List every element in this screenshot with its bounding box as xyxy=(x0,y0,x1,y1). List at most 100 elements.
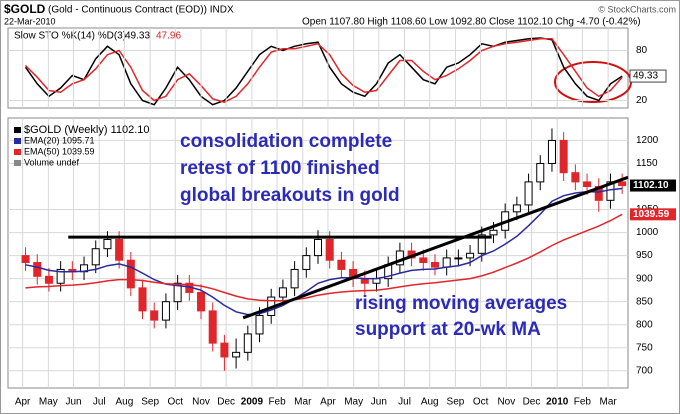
candle-body xyxy=(232,351,241,358)
x-tick-label: Dec xyxy=(523,397,541,408)
candle-body xyxy=(173,282,182,303)
annotation: consolidation complete xyxy=(180,131,392,152)
stoch-d-value: 47.96 xyxy=(156,31,181,42)
legend-swatch xyxy=(14,160,21,166)
x-tick-label: Mar xyxy=(599,397,617,408)
x-tick-label: Nov xyxy=(192,397,210,408)
candle-body xyxy=(255,315,264,335)
y-tick-label: 80 xyxy=(636,45,648,56)
candle-body xyxy=(290,268,299,289)
candle-body xyxy=(220,342,229,358)
legend-swatch xyxy=(14,149,21,155)
x-tick-label: Apr xyxy=(320,397,336,408)
last-value-tag xyxy=(630,179,676,192)
price-panel xyxy=(7,117,629,389)
credit: © StockCharts.com xyxy=(598,4,676,14)
legend-label: EMA(20) 1095.71 xyxy=(24,135,95,145)
y-tick-label: 700 xyxy=(636,365,653,376)
x-tick-label: Oct xyxy=(473,397,489,408)
x-tick-label: Apr xyxy=(15,397,31,408)
candle-body xyxy=(138,287,147,312)
candle-body xyxy=(466,252,475,259)
candle-body xyxy=(477,234,486,254)
candle-body xyxy=(536,162,545,183)
x-tick-label: Mar xyxy=(294,397,312,408)
quote: Open 1107.80 High 1108.60 Low 1092.80 Cl… xyxy=(302,17,641,28)
candle-body xyxy=(33,262,42,277)
x-tick-label: 2010 xyxy=(546,397,569,408)
candle-body xyxy=(583,181,592,187)
x-tick-label: Feb xyxy=(574,397,592,408)
symbol: $GOLD xyxy=(4,2,46,16)
stoch-k-value: 49.33 xyxy=(125,31,150,42)
y-tick-label: 900 xyxy=(636,273,653,284)
candle-body xyxy=(325,238,334,261)
legend-swatch xyxy=(14,138,21,144)
x-tick-label: Jul xyxy=(398,397,411,408)
candle-body xyxy=(313,238,323,257)
date: 22-Mar-2010 xyxy=(4,16,56,26)
candle-body xyxy=(21,255,30,264)
description: (Gold - Continuous Contract (EOD)) INDX xyxy=(48,5,234,16)
stoch-panel xyxy=(7,27,629,109)
stoch-title: Slow STO %K(14) %D(3) xyxy=(14,31,126,42)
candle-body xyxy=(150,310,159,321)
last-value-tag xyxy=(629,69,667,83)
candle-body xyxy=(91,248,100,266)
candle-body xyxy=(243,333,252,353)
y-tick-label: 850 xyxy=(636,296,653,307)
x-tick-label: Jun xyxy=(371,397,387,408)
y-tick-label: 950 xyxy=(636,250,653,261)
x-tick-label: Feb xyxy=(268,397,286,408)
last-value-label: 1102.10 xyxy=(633,180,669,191)
x-tick-label: May xyxy=(39,397,58,408)
candle-body xyxy=(571,172,580,183)
y-tick-label: 750 xyxy=(636,342,653,353)
candle-body xyxy=(56,268,65,284)
legend-label: $GOLD (Weekly) 1102.10 xyxy=(24,124,150,136)
y-tick-label: 1150 xyxy=(636,158,658,169)
candle-body xyxy=(419,257,428,264)
series-line xyxy=(24,38,623,104)
legend-label: EMA(50) 1039.59 xyxy=(24,146,95,156)
drawn-line xyxy=(242,175,629,320)
candle-body xyxy=(278,287,287,298)
y-tick-label: 20 xyxy=(636,95,648,106)
x-tick-label: Dec xyxy=(217,397,235,408)
last-value-label: 1039.59 xyxy=(633,209,670,220)
candle-body xyxy=(430,262,439,268)
series-line xyxy=(25,187,623,316)
annotation: rising moving averages xyxy=(355,293,567,314)
x-tick-label: Jul xyxy=(93,397,106,408)
legend-label: Volume undef xyxy=(24,157,80,167)
candle-body xyxy=(512,204,521,213)
series-line xyxy=(25,213,623,302)
x-tick-label: Aug xyxy=(421,397,439,408)
candle-body xyxy=(208,310,217,344)
annotation: support at 20-wk MA xyxy=(355,319,541,340)
y-tick-label: 1200 xyxy=(636,135,659,146)
x-tick-label: 2009 xyxy=(241,397,264,408)
candle-body xyxy=(302,255,311,270)
x-tick-label: Jun xyxy=(65,397,81,408)
series-line xyxy=(24,37,623,106)
candle-body xyxy=(524,181,533,206)
candle-body xyxy=(547,139,556,164)
candle-body xyxy=(44,275,53,284)
x-tick-label: Nov xyxy=(497,397,515,408)
candle-body xyxy=(103,238,112,250)
last-value-label: 49.33 xyxy=(633,71,658,82)
y-tick-label: 800 xyxy=(636,319,653,330)
candle-body xyxy=(618,181,627,187)
annotation: retest of 1100 finished xyxy=(180,158,380,179)
candle-body xyxy=(454,257,463,260)
candle-body xyxy=(197,291,206,312)
candle-body xyxy=(161,301,170,321)
x-tick-label: Sep xyxy=(447,397,465,408)
candle-body xyxy=(337,259,346,270)
x-tick-label: May xyxy=(344,397,363,408)
x-tick-label: Sep xyxy=(141,397,159,408)
candle-body xyxy=(442,257,451,268)
